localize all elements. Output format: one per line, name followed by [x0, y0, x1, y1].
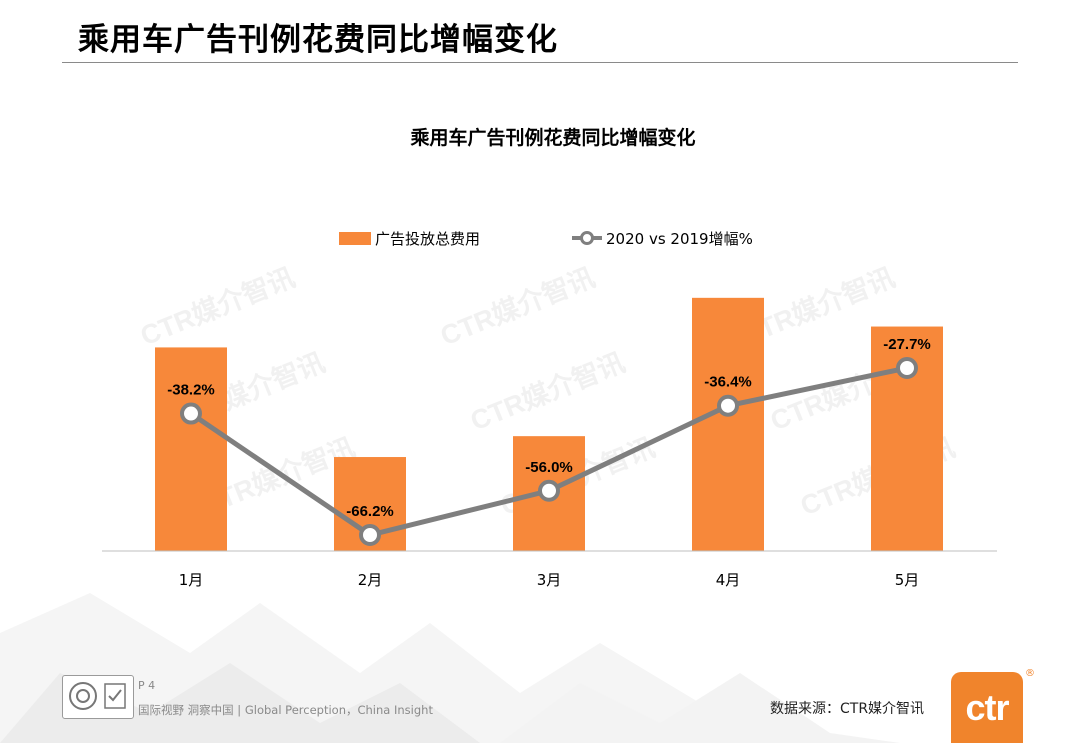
bar-series [155, 297, 943, 551]
legend-label-bar: 广告投放总费用 [375, 230, 480, 248]
page-number: P 4 [138, 679, 156, 692]
legend-swatch-bar [339, 232, 371, 245]
legend: 广告投放总费用 2020 vs 2019增幅% [339, 230, 753, 248]
legend-label-line: 2020 vs 2019增幅% [606, 230, 753, 248]
x-tick-label: 5月 [895, 571, 920, 589]
title-divider [62, 62, 1018, 63]
data-label: -36.4% [704, 374, 752, 391]
data-source: 数据来源：CTR媒介智讯 [770, 701, 925, 717]
footer-slogan: 国际视野 洞察中国 | Global Perception，China Insi… [138, 703, 433, 717]
line-point [359, 524, 381, 546]
registered-mark-icon: ® [1025, 668, 1035, 679]
line-point [896, 357, 918, 379]
data-label: -27.7% [883, 336, 931, 353]
ctr-logo: ctr [951, 672, 1023, 743]
page-title: 乘用车广告刊例花费同比增幅变化 [78, 22, 558, 58]
x-tick-label: 1月 [179, 571, 204, 589]
x-tick-label: 2月 [358, 571, 383, 589]
x-tick-label: 3月 [537, 571, 562, 589]
legend-swatch-marker [580, 231, 594, 245]
line-markers [180, 357, 918, 546]
x-axis-ticks: 1月 2月 3月 4月 5月 [179, 571, 920, 589]
line-point [538, 479, 560, 502]
data-label: -38.2% [167, 382, 215, 399]
line-point [180, 402, 202, 425]
chart-title: 乘用车广告刊例花费同比增幅变化 [409, 126, 695, 149]
x-tick-label: 4月 [716, 571, 741, 589]
data-labels: -38.2% -66.2% -56.0% -36.4% -27.7% [167, 336, 931, 520]
chart: 乘用车广告刊例花费同比增幅变化 广告投放总费用 2020 vs 2019增幅% … [102, 126, 997, 589]
certification-logo [62, 675, 134, 719]
background-polygons [0, 593, 900, 743]
data-label: -56.0% [525, 459, 573, 476]
data-label: -66.2% [346, 503, 394, 520]
line-point [717, 394, 739, 417]
bar [692, 297, 764, 551]
bar [155, 347, 227, 551]
